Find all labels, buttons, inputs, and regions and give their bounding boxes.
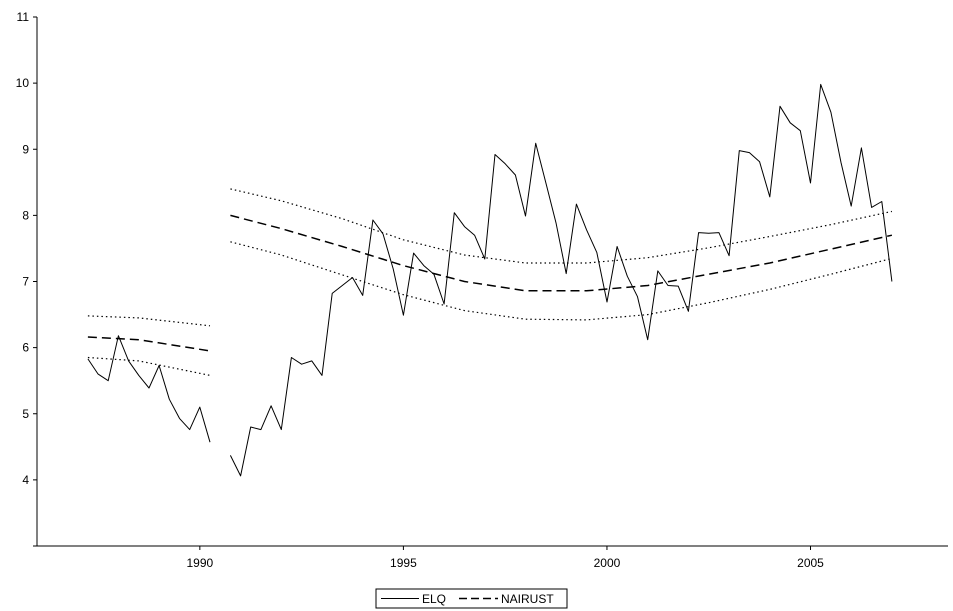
legend-label-nairust: NAIRUST: [501, 592, 554, 606]
y-ticks: 4 5 6 7 8 9 10 11: [16, 10, 37, 547]
legend-label-elq: ELQ: [422, 592, 446, 606]
x-ticks: 1990 1995 2000 2005: [186, 546, 824, 570]
legend: ELQ NAIRUST: [375, 588, 568, 609]
series-line-nairust-segment-2: [230, 214, 893, 292]
plot-lines: [87, 83, 893, 477]
x-tick-label: 1995: [390, 556, 417, 570]
x-tick-label: 2005: [797, 556, 824, 570]
y-tick-label: 6: [22, 341, 29, 355]
series-line-band-2-segment-1: [87, 315, 211, 327]
series-line-elq-segment-1: [87, 335, 211, 443]
axes: 4 5 6 7 8 9 10 11 1990 1995 2000 2005: [16, 10, 948, 570]
series-line-band-3-segment-1: [87, 356, 211, 376]
y-tick-label: 9: [22, 142, 29, 156]
y-tick-label: 10: [16, 76, 30, 90]
y-tick-label: 4: [22, 473, 29, 487]
series-line-band-2-segment-2: [230, 188, 893, 264]
y-tick-label: 7: [22, 275, 29, 289]
y-tick-label: 5: [22, 407, 29, 421]
x-tick-label: 2000: [594, 556, 621, 570]
series-line-elq-segment-2: [229, 83, 893, 477]
series-line-nairust-segment-1: [87, 336, 211, 352]
y-tick-label: 8: [22, 208, 29, 222]
x-tick-label: 1990: [186, 556, 213, 570]
series-line-band-3-segment-2: [230, 241, 893, 321]
y-tick-label: 11: [17, 10, 30, 24]
